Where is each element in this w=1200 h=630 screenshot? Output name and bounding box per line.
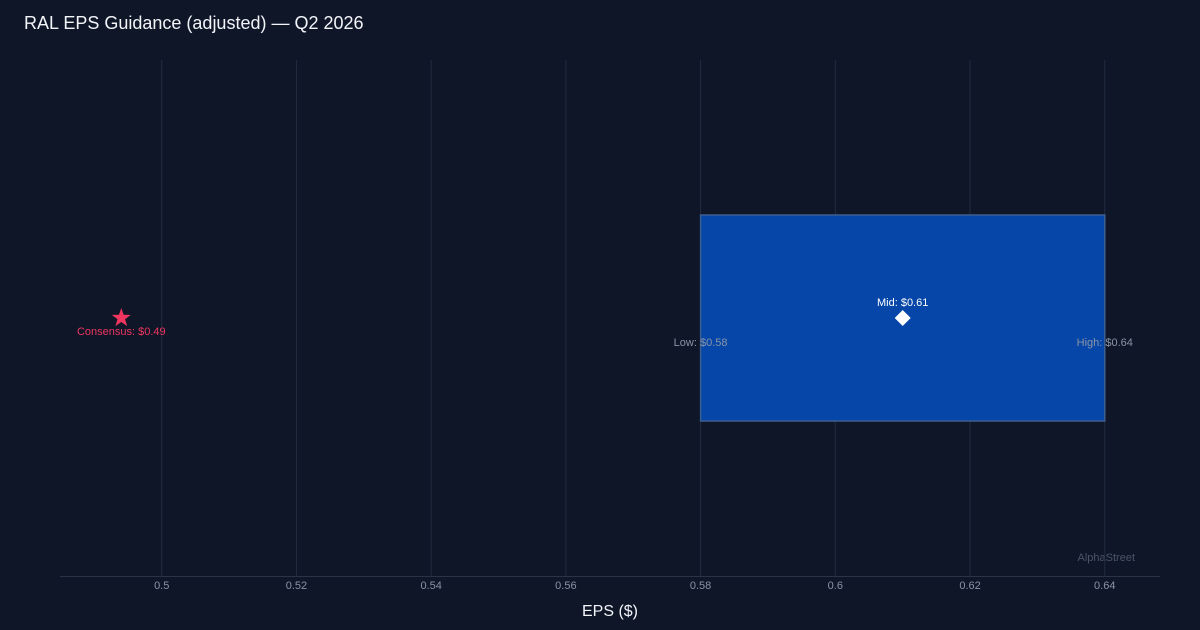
x-tick-label: 0.62 (959, 580, 980, 592)
x-tick-label: 0.54 (420, 580, 441, 592)
chart-title: RAL EPS Guidance (adjusted) — Q2 2026 (24, 13, 364, 33)
x-tick-label: 0.6 (828, 580, 843, 592)
x-tick-label: 0.56 (555, 580, 576, 592)
consensus-label: Consensus: $0.49 (77, 326, 166, 338)
consensus-marker (111, 308, 131, 327)
x-axis-label: EPS ($) (582, 603, 638, 620)
x-tick-label: 0.64 (1094, 580, 1115, 592)
x-tick-label: 0.58 (690, 580, 711, 592)
watermark: AlphaStreet (1078, 552, 1135, 564)
x-tick-label: 0.52 (286, 580, 307, 592)
mid-label: Mid: $0.61 (877, 297, 928, 309)
mid-marker (894, 310, 911, 326)
x-tick-label: 0.5 (154, 580, 169, 592)
high-label: High: $0.64 (1077, 337, 1133, 349)
low-label: Low: $0.58 (674, 337, 728, 349)
